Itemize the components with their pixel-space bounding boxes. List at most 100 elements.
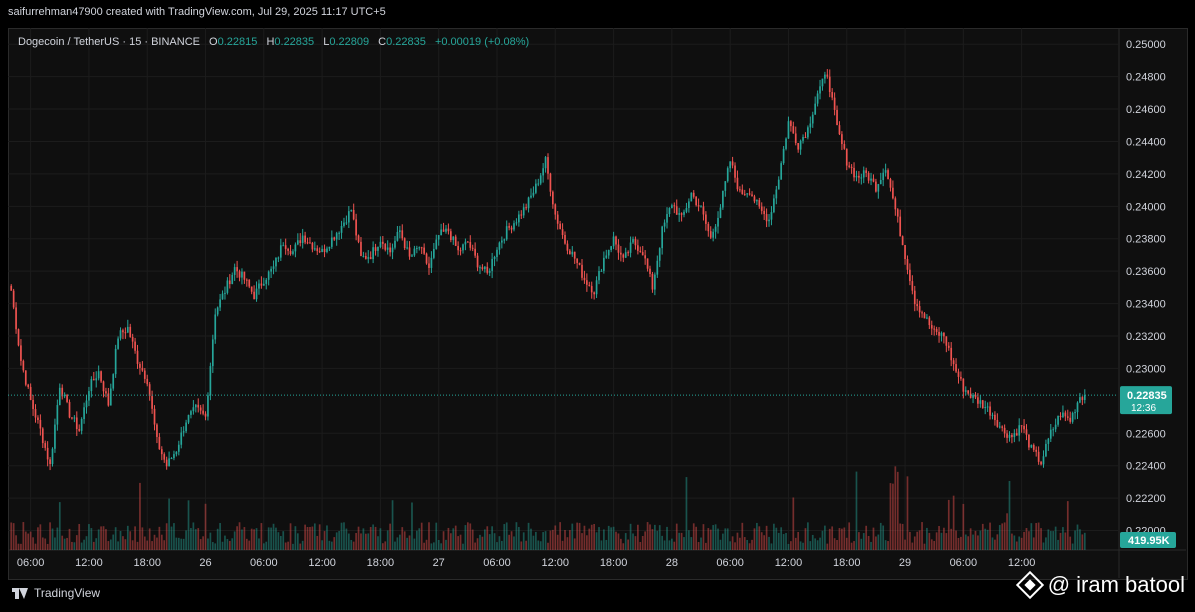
volume-bar — [420, 522, 423, 550]
candle-body — [204, 413, 207, 417]
candle-body — [828, 76, 831, 93]
candle-body — [136, 350, 139, 364]
y-tick-label: 0.23600 — [1126, 266, 1166, 278]
volume-bar — [510, 531, 513, 550]
volume-bar — [381, 543, 384, 550]
candle-body — [177, 444, 180, 452]
candle-body — [576, 258, 578, 263]
volume-bar — [199, 539, 202, 550]
volume-bar — [782, 534, 785, 550]
candle-body — [651, 273, 654, 290]
volume-bar — [899, 523, 902, 550]
candle-body — [457, 245, 459, 251]
volume-bar — [267, 527, 270, 550]
volume-bar — [1059, 532, 1062, 550]
candle-body — [663, 222, 666, 227]
candle-body — [926, 317, 928, 319]
volume-bar — [877, 534, 880, 550]
candle-body — [724, 181, 727, 191]
volume-bar — [739, 537, 741, 550]
candle-body — [49, 459, 51, 465]
volume-bar — [977, 535, 979, 550]
candle-body — [430, 257, 433, 268]
candle-body — [833, 97, 836, 110]
volume-bar — [593, 523, 595, 550]
volume-bar — [765, 525, 768, 550]
candle-body — [921, 312, 923, 314]
candle-body — [889, 179, 892, 188]
volume-bar — [981, 523, 984, 550]
chart-credit: saifurrehman47900 created with TradingVi… — [8, 6, 386, 18]
candle-body — [389, 247, 391, 253]
volume-bar — [537, 540, 540, 550]
volume-bar — [452, 528, 455, 550]
candle-body — [814, 103, 817, 115]
volume-bar — [595, 532, 598, 550]
last-price-tag[interactable] — [1120, 386, 1172, 415]
volume-bar — [702, 524, 705, 550]
volume-bar — [231, 538, 234, 550]
candlestick-chart[interactable]: 0.25000 0.24800 0.24600 0.24400 0.24200 0.240… — [8, 28, 1186, 578]
volume-bar — [780, 527, 783, 550]
volume-bar — [411, 502, 413, 550]
candle-body — [156, 424, 158, 437]
candle-body — [134, 341, 136, 351]
candle-body — [569, 250, 571, 255]
candle-body — [343, 222, 345, 226]
volume-bar — [811, 534, 814, 550]
candle-body — [765, 214, 768, 222]
volume-bar — [853, 541, 855, 550]
volume-bar — [668, 540, 671, 550]
high-value: 0.22835 — [274, 36, 315, 48]
volume-bar — [622, 543, 625, 550]
volume-bar — [488, 534, 491, 550]
candle-body — [364, 256, 367, 259]
volume-bar — [216, 528, 219, 550]
volume-bar — [690, 537, 693, 550]
tradingview-logo[interactable]: TradingView — [12, 586, 100, 600]
y-tick-label: 0.25000 — [1126, 39, 1166, 51]
volume-bar — [471, 529, 474, 550]
volume-bar — [787, 543, 790, 550]
x-tick-label: 12:00 — [1008, 557, 1036, 569]
volume-bar — [10, 522, 13, 550]
candle-body — [1047, 438, 1050, 444]
candle-body — [1057, 415, 1059, 425]
volume-bar — [714, 524, 717, 550]
volume-bar — [1079, 529, 1081, 550]
candle-body — [617, 244, 620, 253]
candle-body — [1069, 417, 1072, 422]
volume-bar — [661, 535, 664, 550]
volume-bar — [119, 530, 122, 550]
candle-body — [296, 240, 299, 245]
symbol-label[interactable]: Dogecoin / TetherUS · 15 · BINANCE — [18, 36, 200, 48]
volume-bar — [790, 541, 792, 550]
volume-bar — [413, 538, 416, 550]
candle-body — [668, 207, 671, 215]
candle-body — [415, 247, 418, 249]
volume-bar — [984, 528, 987, 550]
candle-body — [168, 458, 170, 467]
volume-bar — [717, 528, 719, 550]
candle-body — [858, 175, 860, 178]
volume-bar — [17, 543, 20, 550]
candle-body — [214, 314, 217, 340]
volume-bar — [100, 526, 102, 550]
volume-bar — [547, 542, 549, 550]
candle-body — [58, 387, 61, 406]
candle-body — [1079, 397, 1081, 403]
volume-bar — [80, 542, 83, 550]
candle-body — [1015, 433, 1018, 436]
volume-bar — [756, 522, 758, 550]
candle-body — [544, 157, 547, 169]
candle-body — [474, 248, 476, 256]
volume-bar — [569, 530, 571, 550]
candle-body — [522, 207, 525, 216]
volume-bar — [515, 522, 518, 550]
candle-body — [165, 459, 168, 467]
candle-body — [527, 197, 530, 209]
volume-bar — [204, 503, 207, 550]
volume-bar — [741, 522, 744, 550]
candle-body — [605, 255, 608, 258]
volume-bar — [525, 540, 527, 550]
